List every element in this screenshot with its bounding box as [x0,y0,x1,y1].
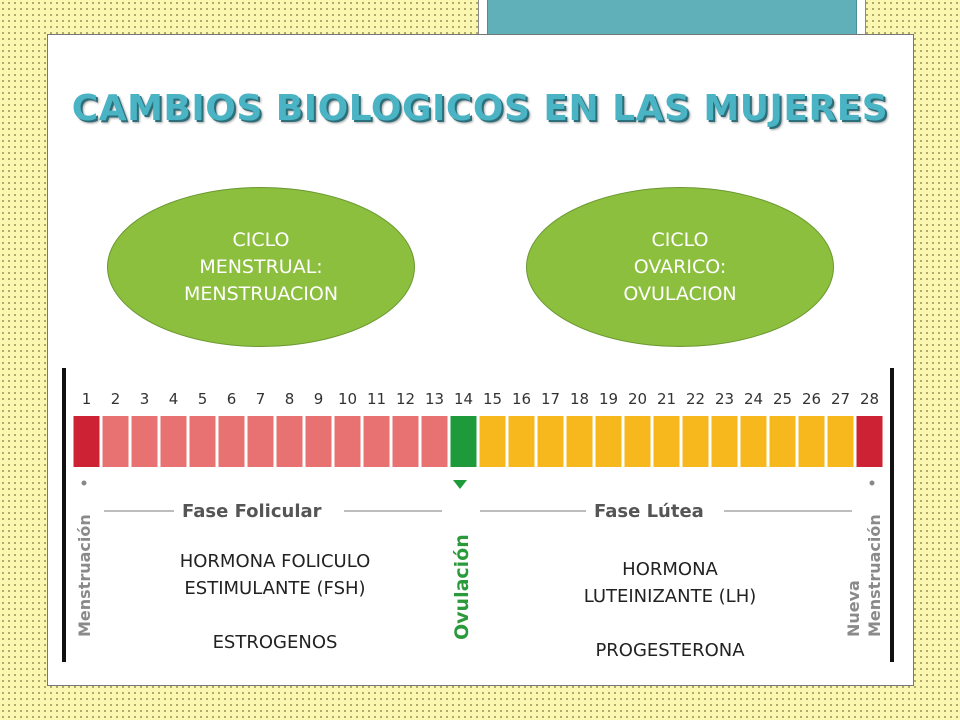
day-cell-18 [566,416,593,467]
luteal-hormones: HORMONA LUTEINIZANTE (LH) PROGESTERONA [525,556,815,664]
day-label: 28 [860,390,879,408]
day-cell-10 [334,416,361,467]
day-cell-16 [508,416,535,467]
right-boundary-bar [890,368,894,662]
day-cell-1 [73,416,100,467]
follicular-hormones: HORMONA FOLICULO ESTIMULANTE (FSH) ESTRO… [130,548,420,656]
hormone-gap [130,602,420,629]
day-label: 10 [338,390,357,408]
day-cell-28 [856,416,883,467]
day-label: 4 [169,390,179,408]
hormone-lh-line-2: LUTEINIZANTE (LH) [583,586,757,607]
follicular-phase-label: Fase Folicular [182,501,322,522]
day-label: 8 [285,390,295,408]
day-label: 23 [715,390,734,408]
right-dot-icon [869,480,875,486]
day-label: 3 [140,390,150,408]
day-cell-5 [189,416,216,467]
slide-panel [47,34,914,686]
day-label: 13 [425,390,444,408]
day-label: 1 [82,390,92,408]
day-cell-8 [276,416,303,467]
hormone-lh-line-1: HORMONA [622,559,718,580]
hormone-fsh-line-2: ESTIMULANTE (FSH) [184,578,366,599]
day-cell-3 [131,416,158,467]
cycle-diagram-svg: 1 2 3 4 5 6 7 8 9 10 11 12 13 14 15 16 17 18 19 20 21 22 23 24 2… [62,368,894,662]
day-label: 17 [541,390,560,408]
day-label: 15 [483,390,502,408]
left-dot-icon [81,480,87,486]
ovulation-vertical-label: Ovulación [451,534,473,640]
menstrual-cycle-ellipse: CICLO MENSTRUAL: MENSTRUACION [107,187,415,347]
new-menstruation-vertical-label-2: Menstruación [865,514,884,637]
day-label: 26 [802,390,821,408]
day-cell-9 [305,416,332,467]
ovulation-marker-icon [453,480,467,489]
day-cell-12 [392,416,419,467]
day-label: 25 [773,390,792,408]
left-boundary-bar [62,368,66,662]
cycle-diagram: 1 2 3 4 5 6 7 8 9 10 11 12 13 14 15 16 17 18 19 20 21 22 23 24 2… [62,364,896,664]
day-label: 11 [367,390,386,408]
day-label: 6 [227,390,237,408]
day-label: 19 [599,390,618,408]
hormone-fsh-line-1: HORMONA FOLICULO [179,551,371,572]
day-label: 14 [454,390,473,408]
day-cell-11 [363,416,390,467]
day-cell-23 [711,416,738,467]
hormone-gap [525,610,815,637]
day-cell-17 [537,416,564,467]
menstruation-vertical-label: Menstruación [75,514,94,637]
day-cell-6 [218,416,245,467]
day-cell-24 [740,416,767,467]
day-cell-2 [102,416,129,467]
menstrual-cycle-line-2: MENSTRUAL: [199,255,323,278]
day-label: 21 [657,390,676,408]
day-label: 9 [314,390,324,408]
day-label: 24 [744,390,763,408]
day-cell-25 [769,416,796,467]
day-cell-22 [682,416,709,467]
day-label: 22 [686,390,705,408]
day-cell-20 [624,416,651,467]
day-label: 2 [111,390,121,408]
day-label: 20 [628,390,647,408]
ovarian-cycle-line-1: CICLO [651,228,709,251]
menstrual-cycle-line-3: MENSTRUACION [183,282,339,305]
day-label: 7 [256,390,266,408]
new-menstruation-vertical-label-1: Nueva [844,580,863,637]
ovarian-cycle-line-2: OVARICO: [633,255,727,278]
day-label: 18 [570,390,589,408]
day-label: 27 [831,390,850,408]
day-cell-27 [827,416,854,467]
day-cell-15 [479,416,506,467]
ovarian-cycle-line-3: OVULACION [623,282,737,305]
menstrual-cycle-line-1: CICLO [232,228,290,251]
day-cell-19 [595,416,622,467]
day-cell-7 [247,416,274,467]
day-cell-14 [450,416,477,467]
luteal-phase-label: Fase Lútea [594,501,704,522]
day-cell-13 [421,416,448,467]
day-label: 5 [198,390,208,408]
day-cell-21 [653,416,680,467]
day-label: 16 [512,390,531,408]
day-cell-4 [160,416,187,467]
slide-title: CAMBIOS BIOLOGICOS EN LAS MUJERES [71,88,889,129]
day-label: 12 [396,390,415,408]
day-cell-26 [798,416,825,467]
hormone-estrogens: ESTROGENOS [212,632,338,653]
hormone-progesterone: PROGESTERONA [595,640,745,661]
ovarian-cycle-ellipse: CICLO OVARICO: OVULACION [526,187,834,347]
